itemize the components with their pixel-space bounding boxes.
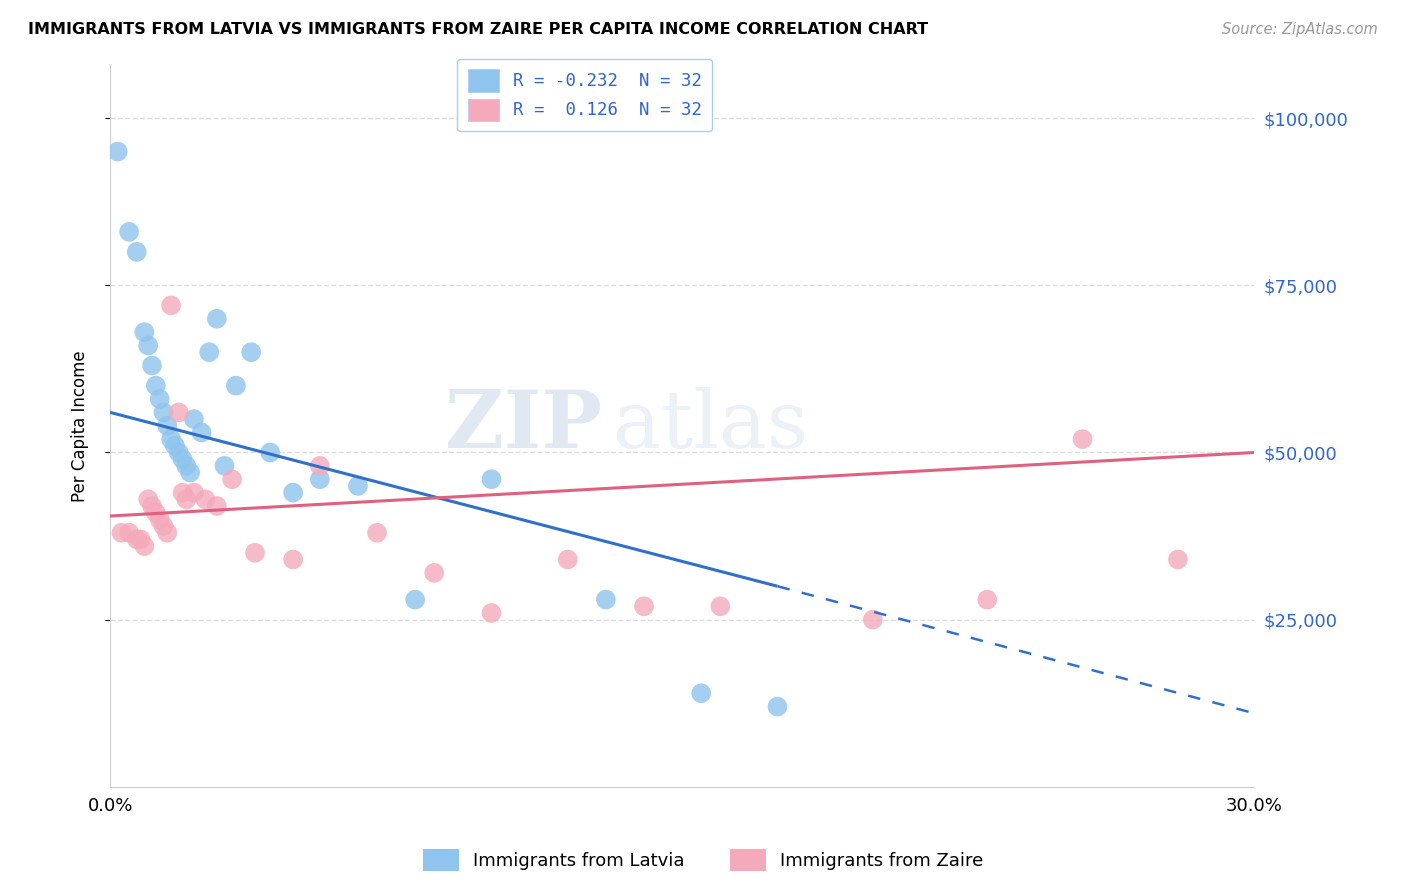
Text: ZIP: ZIP xyxy=(446,387,602,465)
Point xyxy=(225,378,247,392)
Point xyxy=(167,445,190,459)
Point xyxy=(976,592,998,607)
Point xyxy=(190,425,212,440)
Point xyxy=(160,298,183,312)
Point xyxy=(160,432,183,446)
Point xyxy=(198,345,221,359)
Point xyxy=(557,552,579,566)
Point xyxy=(145,506,167,520)
Point xyxy=(141,499,163,513)
Point xyxy=(141,359,163,373)
Text: Source: ZipAtlas.com: Source: ZipAtlas.com xyxy=(1222,22,1378,37)
Point xyxy=(1167,552,1189,566)
Point xyxy=(163,439,186,453)
Point xyxy=(136,492,159,507)
Point xyxy=(205,311,228,326)
Point xyxy=(172,485,194,500)
Point xyxy=(281,485,304,500)
Point xyxy=(152,519,174,533)
Point xyxy=(221,472,243,486)
Point xyxy=(240,345,263,359)
Point xyxy=(176,492,198,507)
Point xyxy=(259,445,281,459)
Legend: R = -0.232  N = 32, R =  0.126  N = 32: R = -0.232 N = 32, R = 0.126 N = 32 xyxy=(457,59,713,131)
Point xyxy=(118,525,141,540)
Point xyxy=(179,466,201,480)
Point xyxy=(134,325,156,339)
Text: IMMIGRANTS FROM LATVIA VS IMMIGRANTS FROM ZAIRE PER CAPITA INCOME CORRELATION CH: IMMIGRANTS FROM LATVIA VS IMMIGRANTS FRO… xyxy=(28,22,928,37)
Point xyxy=(176,458,198,473)
Point xyxy=(183,412,205,426)
Point xyxy=(183,485,205,500)
Point xyxy=(347,479,370,493)
Point xyxy=(862,613,884,627)
Point xyxy=(1071,432,1094,446)
Point xyxy=(134,539,156,553)
Text: atlas: atlas xyxy=(613,387,808,465)
Point xyxy=(633,599,655,614)
Point xyxy=(481,606,503,620)
Point xyxy=(766,699,789,714)
Y-axis label: Per Capita Income: Per Capita Income xyxy=(72,350,89,501)
Point xyxy=(145,378,167,392)
Point xyxy=(308,472,330,486)
Point xyxy=(167,405,190,419)
Point xyxy=(595,592,617,607)
Point xyxy=(149,392,172,406)
Point xyxy=(152,405,174,419)
Point xyxy=(481,472,503,486)
Point xyxy=(172,452,194,467)
Point xyxy=(194,492,217,507)
Point xyxy=(308,458,330,473)
Point xyxy=(110,525,132,540)
Point xyxy=(205,499,228,513)
Point xyxy=(366,525,388,540)
Point xyxy=(129,533,152,547)
Point xyxy=(125,244,148,259)
Point xyxy=(690,686,713,700)
Point xyxy=(125,533,148,547)
Point xyxy=(243,546,266,560)
Point xyxy=(156,418,179,433)
Point xyxy=(214,458,236,473)
Point xyxy=(404,592,426,607)
Point xyxy=(149,512,172,526)
Point xyxy=(107,145,129,159)
Point xyxy=(281,552,304,566)
Point xyxy=(709,599,731,614)
Point xyxy=(136,338,159,352)
Point xyxy=(423,566,446,580)
Point xyxy=(156,525,179,540)
Legend: Immigrants from Latvia, Immigrants from Zaire: Immigrants from Latvia, Immigrants from … xyxy=(415,842,991,879)
Point xyxy=(118,225,141,239)
